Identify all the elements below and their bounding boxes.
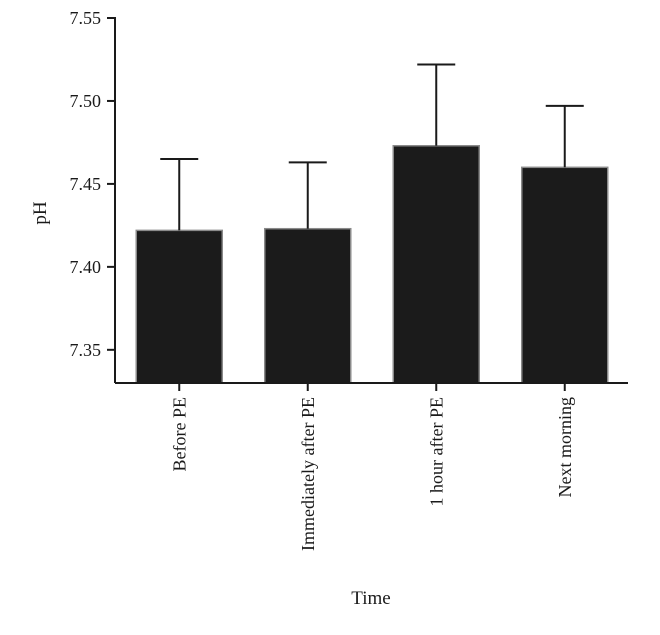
- y-tick-label: 7.55: [70, 8, 102, 28]
- y-tick-label: 7.45: [70, 174, 102, 194]
- x-axis-title: Time: [351, 588, 390, 609]
- y-axis-ticks: 7.35 7.40 7.45 7.50 7.55: [70, 8, 115, 360]
- y-tick-label: 7.50: [70, 91, 102, 111]
- axes: [114, 17, 628, 384]
- x-axis-category-labels: Before PE Immediately after PE 1 hour afte…: [169, 383, 575, 551]
- bar: [135, 229, 223, 384]
- y-tick-label: 7.40: [70, 257, 102, 277]
- x-tick-label: Next morning: [555, 397, 575, 498]
- bar: [392, 145, 480, 384]
- y-tick-label: 7.35: [70, 340, 102, 360]
- bar: [264, 227, 352, 384]
- x-tick-label: 1 hour after PE: [426, 397, 446, 506]
- x-tick-label: Immediately after PE: [298, 397, 318, 551]
- y-axis-title: pH: [30, 201, 51, 225]
- bars: [135, 145, 609, 384]
- error-bars: [160, 63, 584, 231]
- x-tick-label: Before PE: [169, 397, 189, 471]
- bar: [521, 166, 609, 384]
